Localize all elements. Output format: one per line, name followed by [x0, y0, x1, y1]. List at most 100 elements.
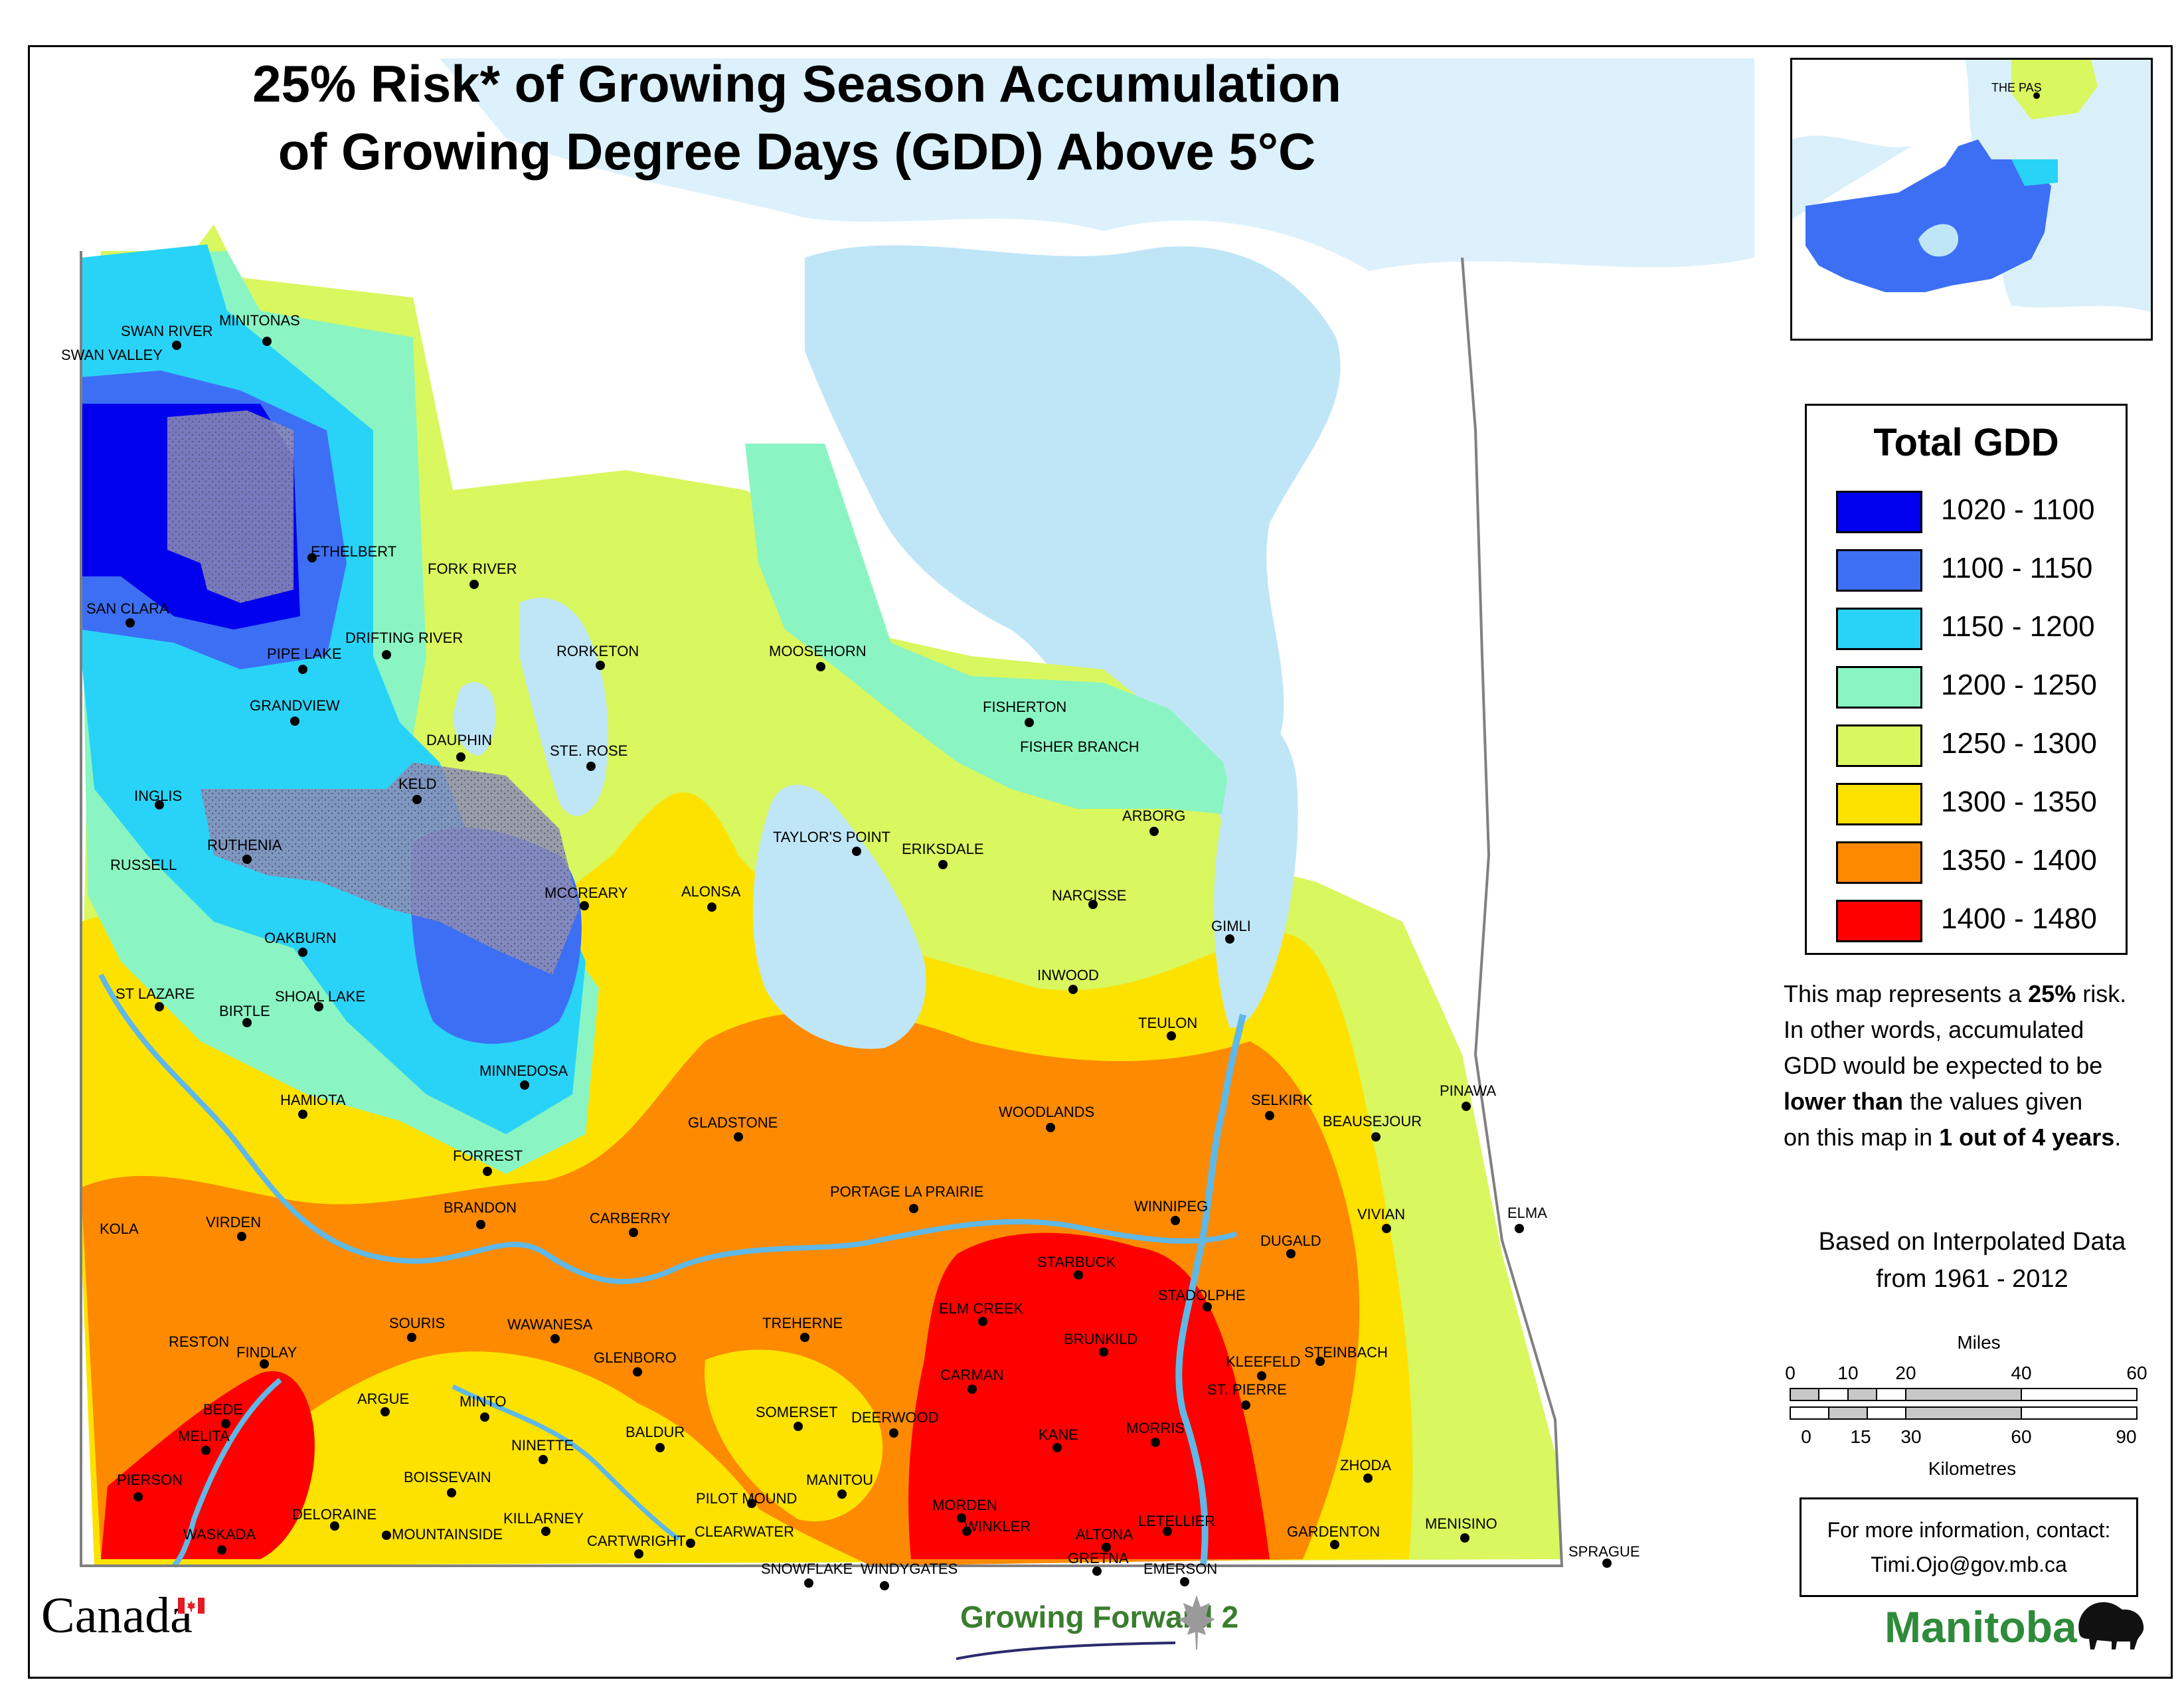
km-ticks: 0 15 30 60 90 — [1801, 1426, 2136, 1447]
town-marker — [1167, 1031, 1176, 1041]
mile-tick-20: 20 — [1895, 1363, 1916, 1383]
bison-icon — [2078, 1602, 2144, 1649]
lake-dauphin — [453, 682, 495, 756]
town-marker — [407, 1333, 416, 1342]
note-bold1: 25% — [2028, 980, 2076, 1007]
place-label: TEULON — [1138, 1015, 1198, 1031]
place-label: CARBERRY — [590, 1210, 671, 1226]
inset-blue-zone — [1806, 139, 2051, 292]
place-label: WAWANESA — [507, 1316, 593, 1333]
town-marker — [794, 1422, 803, 1431]
place-label: CLEARWATER — [695, 1523, 794, 1540]
town-marker — [476, 1220, 485, 1229]
km-label: Kilometres — [1928, 1458, 2016, 1479]
note-part1: This map represents a — [1784, 980, 2029, 1007]
town-marker — [800, 1333, 809, 1342]
contact-box: For more information, contact: Timi.Ojo@… — [1800, 1497, 2138, 1597]
place-label: FISHERTON — [983, 699, 1067, 715]
place-label: VIRDEN — [206, 1214, 262, 1230]
town-marker — [380, 1407, 390, 1416]
place-label: MORRIS — [1126, 1420, 1185, 1436]
town-marker — [133, 1492, 143, 1501]
legend-label: 1100 - 1150 — [1941, 552, 2093, 584]
town-marker — [412, 795, 422, 804]
place-label: CARTWRIGHT — [587, 1533, 686, 1549]
town-marker — [298, 948, 307, 957]
town-marker — [686, 1539, 695, 1548]
town-marker — [520, 1080, 529, 1090]
lake-manitoba — [752, 784, 926, 1049]
place-label: ALONSA — [681, 883, 741, 900]
legend-row: 1350 - 1400 — [1836, 841, 2115, 888]
town-marker — [382, 650, 391, 659]
town-marker — [260, 1359, 269, 1369]
town-marker — [707, 902, 716, 912]
legend-swatch — [1836, 841, 1922, 884]
place-label: PIPE LAKE — [267, 645, 342, 662]
town-marker — [155, 800, 164, 809]
scale-bar: Miles 0 10 20 40 60 0 15 30 60 90 Kilome… — [1780, 1325, 2151, 1484]
place-label: SELKIRK — [1251, 1092, 1313, 1108]
growing-forward-logo: Growing Forward 2 — [960, 1599, 1238, 1635]
note-bold2: lower than — [1784, 1088, 1904, 1115]
forest-duck-mtn — [167, 410, 294, 603]
contact-email[interactable]: Timi.Ojo@gov.mb.ca — [1871, 1553, 2067, 1576]
place-label: SWAN VALLEY — [61, 347, 163, 363]
legend-swatch — [1836, 666, 1922, 709]
place-label: TAYLOR'S POINT — [773, 829, 890, 845]
place-label: ELM CREEK — [939, 1300, 1024, 1317]
souris-river — [172, 1377, 282, 1568]
place-label: DRIFTING RIVER — [345, 630, 463, 646]
gdd-map — [41, 58, 1754, 1584]
town-marker — [126, 618, 135, 628]
town-marker — [1363, 1474, 1373, 1483]
based-line-1: Based on Interpolated Data — [1818, 1228, 2126, 1256]
town-marker — [172, 341, 181, 350]
place-label: ST. PIERRE — [1207, 1381, 1287, 1398]
lake-winnipeg-south — [1214, 718, 1298, 1028]
scale-canvas: Miles 0 10 20 40 60 0 15 30 60 90 Kilome… — [1785, 1332, 2147, 1479]
place-label: BEAUSEJOUR — [1323, 1113, 1422, 1130]
place-label: KLEEFELD — [1226, 1353, 1301, 1370]
legend: Total GDD 1020 - 1100 1100 - 1150 1150 - 1… — [1805, 404, 2128, 955]
mile-tick-40: 40 — [2011, 1363, 2031, 1383]
place-label: MCCREARY — [545, 885, 628, 901]
town-marker — [1286, 1249, 1296, 1258]
town-marker — [1151, 1438, 1160, 1447]
town-marker — [967, 1385, 977, 1394]
canada-flag-icon — [178, 1598, 205, 1614]
town-marker — [330, 1521, 339, 1531]
town-marker — [978, 1317, 987, 1326]
legend-row: 1020 - 1100 — [1836, 491, 2115, 537]
place-label: STARBUCK — [1037, 1254, 1116, 1270]
legend-swatch — [1836, 900, 1922, 942]
place-label: STADOLPHE — [1158, 1287, 1246, 1304]
km-tick-15: 15 — [1850, 1426, 1871, 1447]
place-label: MANITOU — [806, 1472, 874, 1488]
place-label: VIVIAN — [1357, 1206, 1406, 1223]
place-label: KELD — [398, 776, 437, 792]
town-marker — [1203, 1302, 1212, 1311]
km-tick-30: 30 — [1900, 1426, 1921, 1447]
note-bold3: 1 out of 4 years — [1939, 1124, 2115, 1151]
km-tick-90: 90 — [2116, 1426, 2136, 1447]
note-part2: risk. — [2076, 980, 2127, 1007]
zone-red-west — [101, 1371, 315, 1559]
place-label: ZHODA — [1340, 1457, 1391, 1474]
place-label: RUTHENIA — [207, 837, 282, 853]
town-marker — [242, 1018, 252, 1027]
mile-tick-60: 60 — [2126, 1363, 2147, 1383]
place-label: GARDENTON — [1287, 1523, 1381, 1540]
place-label: SAN CLARA — [86, 600, 169, 617]
town-marker — [837, 1489, 847, 1499]
swoosh-icon — [956, 1642, 1175, 1660]
town-marker — [655, 1443, 665, 1452]
zone-red-east — [908, 1232, 1270, 1559]
town-marker — [447, 1488, 456, 1497]
town-marker — [1074, 1270, 1083, 1280]
town-marker — [1099, 1347, 1108, 1357]
legend-title: Total GDD — [1873, 421, 2059, 464]
place-label: ARGUE — [357, 1391, 410, 1407]
town-marker — [201, 1446, 210, 1455]
place-label: GRANDVIEW — [250, 697, 340, 714]
